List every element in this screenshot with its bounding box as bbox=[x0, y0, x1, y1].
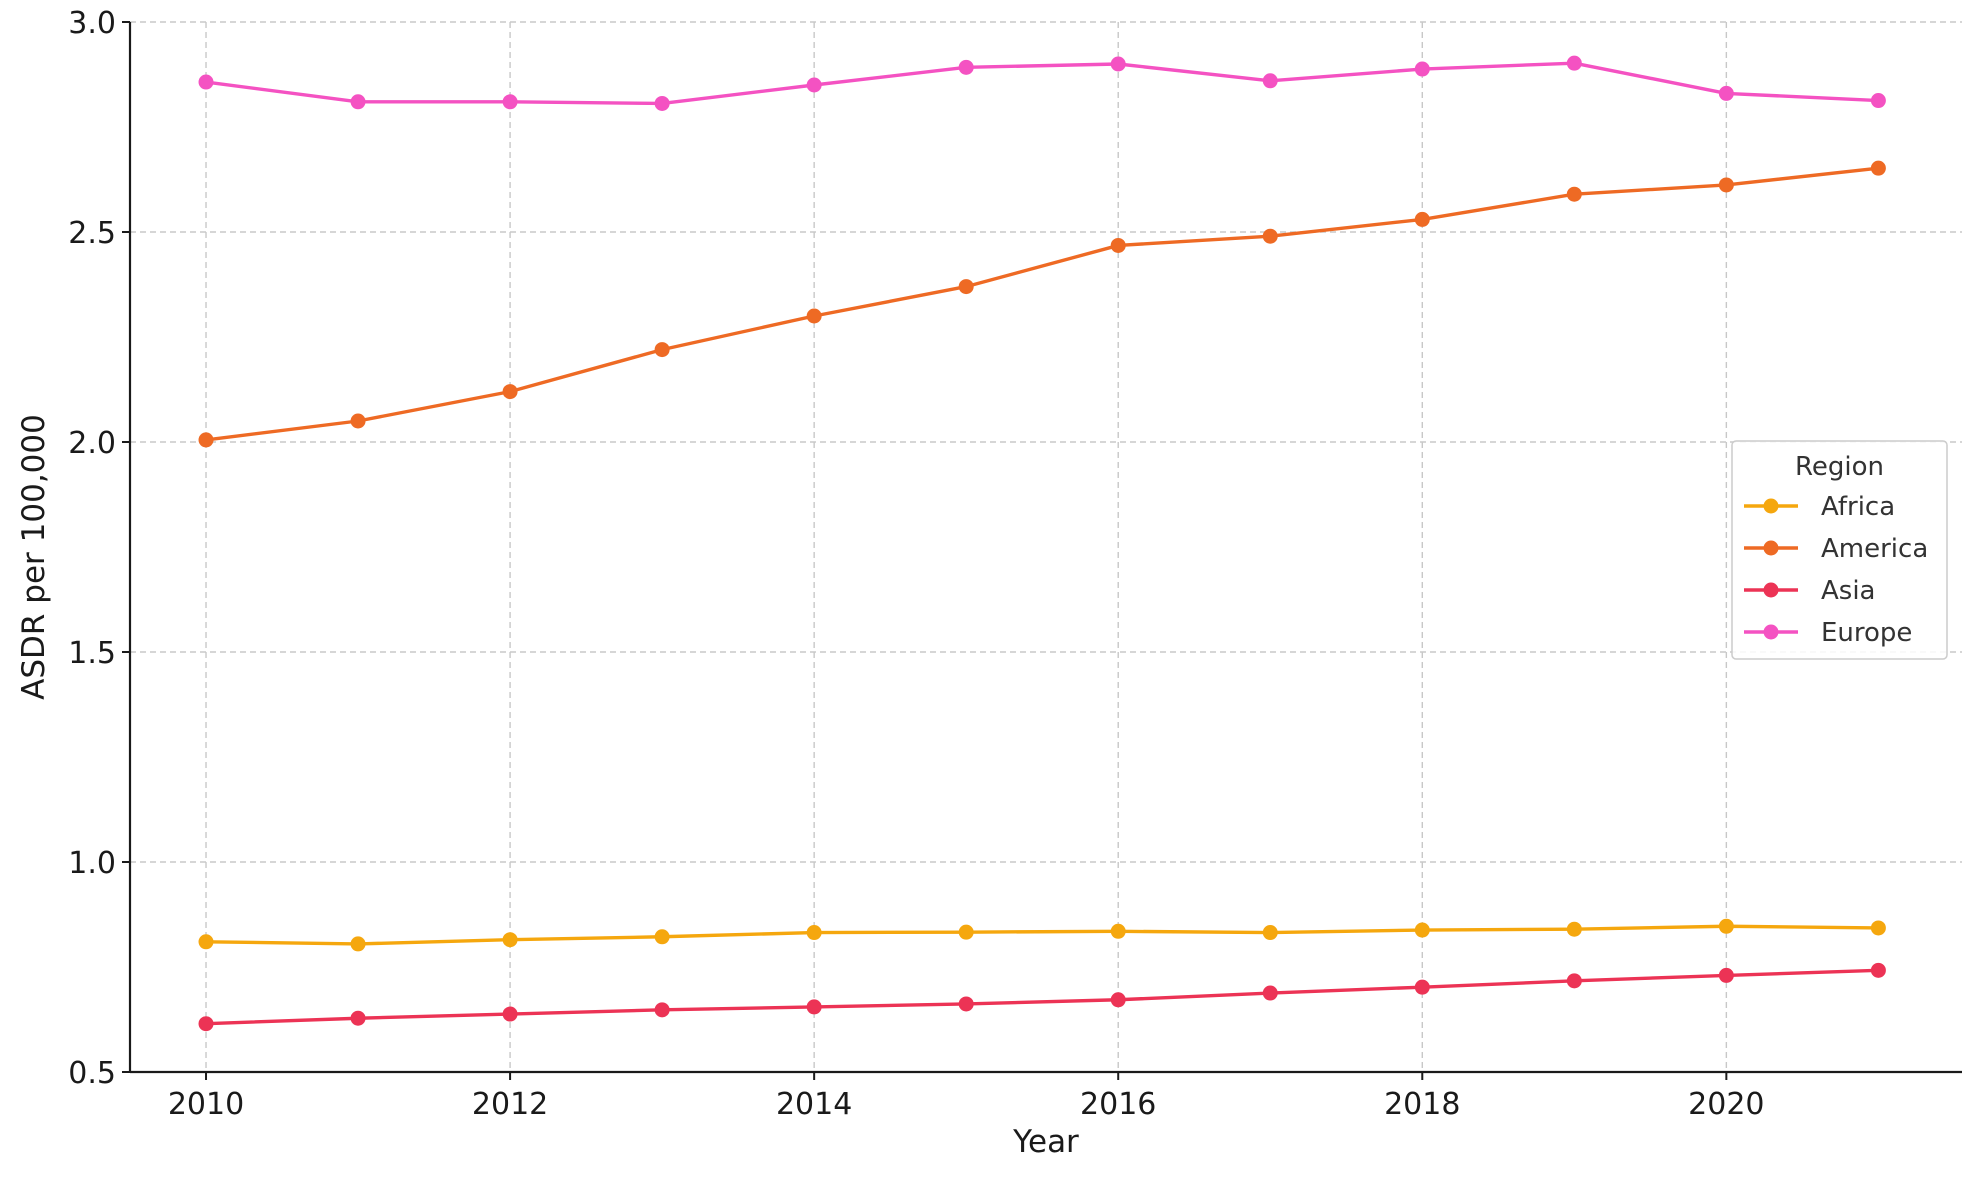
data-point-america bbox=[1718, 177, 1734, 193]
x-tick-label: 2018 bbox=[1384, 1087, 1460, 1122]
series-line-europe bbox=[205, 61, 1879, 106]
data-point-asia bbox=[1414, 979, 1430, 995]
y-axis-title: ASDR per 100,000 bbox=[16, 414, 52, 700]
series-america bbox=[198, 160, 1886, 448]
data-point-europe bbox=[1870, 93, 1886, 109]
data-point-asia bbox=[350, 1010, 366, 1026]
legend-label: Africa bbox=[1821, 492, 1895, 522]
data-point-america bbox=[1262, 228, 1278, 244]
legend-swatch-marker bbox=[1763, 624, 1779, 640]
data-point-europe bbox=[654, 95, 670, 111]
data-point-europe bbox=[1110, 56, 1126, 72]
legend-item-asia: Asia bbox=[1744, 576, 1876, 606]
data-point-europe bbox=[1566, 55, 1582, 71]
data-point-america bbox=[1870, 160, 1886, 176]
data-point-africa bbox=[958, 924, 974, 940]
legend-label: Europe bbox=[1821, 618, 1912, 648]
series-line-africa bbox=[205, 924, 1879, 946]
series-line-america bbox=[205, 166, 1879, 442]
x-tick-label: 2010 bbox=[168, 1087, 244, 1122]
y-tick-label: 1.0 bbox=[68, 846, 116, 881]
legend-item-africa: Africa bbox=[1744, 492, 1895, 522]
data-point-america bbox=[1414, 211, 1430, 227]
data-point-africa bbox=[654, 929, 670, 945]
data-point-europe bbox=[806, 77, 822, 93]
data-point-asia bbox=[1870, 962, 1886, 978]
series-asia bbox=[198, 962, 1886, 1032]
series-line-asia bbox=[205, 968, 1879, 1026]
legend-swatch-marker bbox=[1763, 498, 1779, 514]
legend-label: Asia bbox=[1821, 576, 1876, 606]
data-point-africa bbox=[1110, 923, 1126, 939]
data-point-asia bbox=[502, 1006, 518, 1022]
data-point-america bbox=[502, 384, 518, 400]
data-point-asia bbox=[654, 1002, 670, 1018]
data-point-asia bbox=[1718, 967, 1734, 983]
data-point-asia bbox=[1110, 992, 1126, 1008]
data-point-europe bbox=[1414, 61, 1430, 77]
legend-title: Region bbox=[1795, 452, 1884, 482]
grid-lines bbox=[130, 21, 1962, 1073]
data-point-africa bbox=[1414, 922, 1430, 938]
data-point-asia bbox=[958, 996, 974, 1012]
data-point-america bbox=[198, 432, 214, 448]
series-lines bbox=[198, 55, 1886, 1032]
x-tick-label: 2020 bbox=[1688, 1087, 1764, 1122]
legend-item-america: America bbox=[1744, 534, 1928, 564]
y-tick-label: 0.5 bbox=[68, 1056, 116, 1091]
data-point-america bbox=[958, 279, 974, 295]
data-point-america bbox=[350, 413, 366, 429]
legend-swatch-marker bbox=[1763, 582, 1779, 598]
data-point-america bbox=[806, 308, 822, 324]
data-point-asia bbox=[806, 999, 822, 1015]
tick-labels: 0.5 1.0 1.5 2.0 2.5 3.0 2010 2012 2014 2016 2018 20… bbox=[68, 6, 1764, 1122]
x-tick-label: 2016 bbox=[1080, 1087, 1156, 1122]
y-tick-label: 2.0 bbox=[68, 426, 116, 461]
series-europe bbox=[198, 55, 1886, 111]
data-point-africa bbox=[806, 925, 822, 941]
data-point-europe bbox=[958, 59, 974, 75]
data-point-europe bbox=[350, 94, 366, 110]
legend: Region Africa America Asia Europe bbox=[1731, 440, 1948, 660]
x-tick-label: 2012 bbox=[472, 1087, 548, 1122]
data-point-america bbox=[654, 342, 670, 358]
legend-box bbox=[1731, 440, 1948, 660]
y-tick-label: 2.5 bbox=[68, 216, 116, 251]
data-point-africa bbox=[1718, 918, 1734, 934]
y-tick-label: 3.0 bbox=[68, 6, 116, 41]
data-point-europe bbox=[198, 74, 214, 90]
data-point-asia bbox=[1262, 985, 1278, 1001]
legend-label: America bbox=[1821, 534, 1928, 564]
data-point-africa bbox=[1870, 920, 1886, 936]
data-point-europe bbox=[502, 94, 518, 110]
data-point-africa bbox=[350, 936, 366, 952]
data-point-america bbox=[1566, 186, 1582, 202]
data-point-america bbox=[1110, 237, 1126, 253]
data-point-europe bbox=[1718, 85, 1734, 101]
data-point-africa bbox=[198, 934, 214, 950]
data-point-asia bbox=[1566, 973, 1582, 989]
x-tick-label: 2014 bbox=[776, 1087, 852, 1122]
data-point-europe bbox=[1262, 73, 1278, 89]
x-axis-title: Year bbox=[1012, 1124, 1079, 1160]
data-point-africa bbox=[502, 932, 518, 948]
legend-swatch-marker bbox=[1763, 540, 1779, 556]
legend-item-europe: Europe bbox=[1744, 618, 1912, 648]
y-tick-label: 1.5 bbox=[68, 636, 116, 671]
axes bbox=[122, 21, 1962, 1080]
data-point-asia bbox=[198, 1016, 214, 1032]
data-point-africa bbox=[1566, 921, 1582, 937]
data-point-africa bbox=[1262, 925, 1278, 941]
series-africa bbox=[198, 918, 1886, 952]
